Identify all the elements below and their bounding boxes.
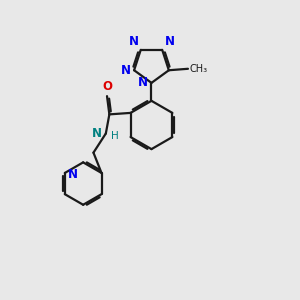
Text: N: N — [138, 76, 148, 89]
Text: CH₃: CH₃ — [189, 64, 208, 74]
Text: N: N — [128, 35, 138, 48]
Text: N: N — [165, 35, 175, 48]
Text: H: H — [111, 131, 119, 141]
Text: N: N — [68, 168, 78, 181]
Text: N: N — [92, 127, 102, 140]
Text: O: O — [103, 80, 112, 93]
Text: N: N — [121, 64, 130, 77]
